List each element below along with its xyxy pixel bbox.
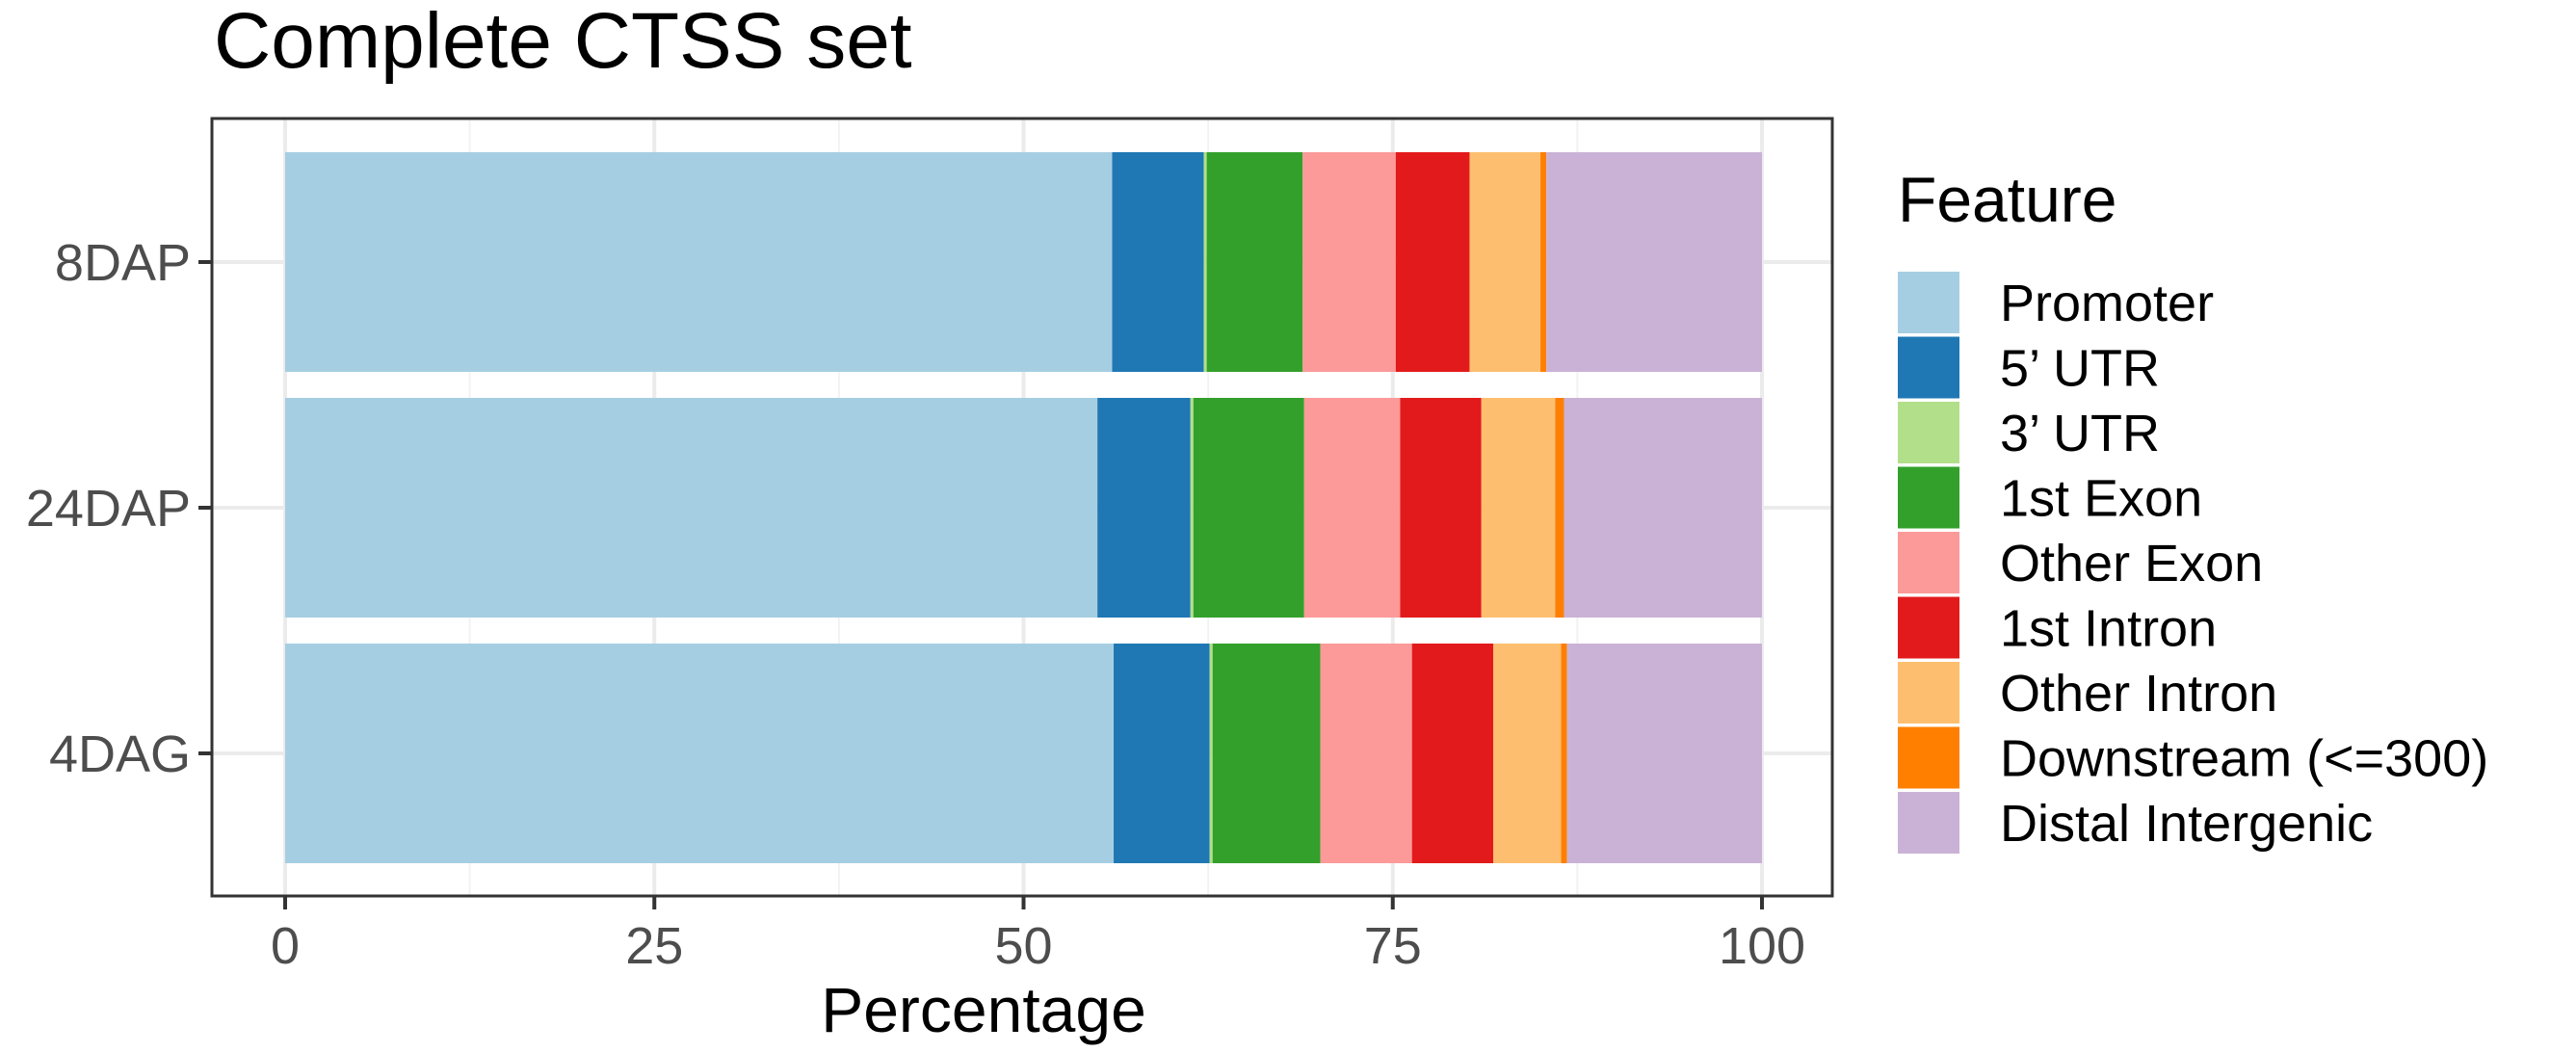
bar-segment	[1481, 398, 1556, 618]
x-axis: 0 25 50 75 100	[271, 896, 1805, 975]
chart-title: Complete CTSS set	[214, 0, 912, 85]
bar-segment	[1206, 152, 1303, 372]
plot-panel-border	[210, 117, 1834, 898]
bar-segment	[1097, 398, 1191, 618]
x-tick-label: 0	[271, 917, 300, 975]
bar-segment	[1411, 644, 1493, 863]
legend-label: 3’ UTR	[2000, 405, 2160, 462]
legend-key	[1898, 336, 1959, 399]
bar-segment	[1566, 644, 1762, 863]
x-tick-label: 50	[994, 917, 1052, 975]
legend-key	[1898, 272, 1959, 333]
legend-label: 1st Intron	[2000, 600, 2217, 658]
y-tick-label: 8DAP	[55, 234, 191, 292]
legend-items: Promoter 5’ UTR 3’ UTR 1st Exon Other Exon 1s…	[1898, 272, 2488, 854]
x-tick-label: 100	[1719, 917, 1805, 975]
bar-segment	[1492, 644, 1562, 863]
bar-segment	[1546, 152, 1762, 372]
legend-key	[1898, 792, 1959, 854]
bar-segment	[285, 644, 1115, 863]
legend-key	[1898, 402, 1959, 463]
legend-key	[1898, 466, 1959, 529]
legend-key	[1898, 662, 1959, 724]
bar-segment	[1395, 152, 1470, 372]
bar-segment	[1190, 398, 1194, 618]
legend-label: Promoter	[2000, 275, 2214, 332]
y-axis: 8DAP 24DAP 4DAG	[26, 234, 212, 783]
bar-segment	[1540, 152, 1547, 372]
bar-segment	[1561, 644, 1567, 863]
bar-segment	[1469, 152, 1541, 372]
bar-segment	[1303, 398, 1401, 618]
bar-segment	[1203, 152, 1207, 372]
legend-title: Feature	[1898, 164, 2116, 235]
x-axis-title: Percentage	[821, 974, 1146, 1045]
bar-segment	[1564, 398, 1762, 618]
bars	[285, 152, 1762, 863]
legend-label: 5’ UTR	[2000, 340, 2160, 398]
bar-segment	[1302, 152, 1396, 372]
legend-label: 1st Exon	[2000, 470, 2202, 528]
bar-segment	[1114, 644, 1210, 863]
legend-label: Other Exon	[2000, 535, 2263, 592]
legend-label: Distal Intergenic	[2000, 795, 2373, 853]
bar-segment	[285, 152, 1113, 372]
bar-segment	[1400, 398, 1482, 618]
bar-segment	[1112, 152, 1204, 372]
bar-segment	[1209, 644, 1213, 863]
legend-key	[1898, 596, 1959, 659]
legend-key	[1898, 532, 1959, 593]
legend-label: Other Intron	[2000, 665, 2277, 723]
y-tick-label: 4DAG	[49, 725, 191, 783]
y-tick-label: 24DAP	[26, 480, 191, 538]
bar-segment	[1193, 398, 1304, 618]
x-tick-label: 75	[1364, 917, 1422, 975]
x-tick-label: 25	[625, 917, 683, 975]
legend-label: Downstream (<=300)	[2000, 730, 2488, 788]
bar-segment	[1555, 398, 1564, 618]
legend-key	[1898, 726, 1959, 789]
bar-segment	[1320, 644, 1412, 863]
bar-segment	[1212, 644, 1321, 863]
legend: Feature Promoter 5’ UTR 3’ UTR 1st Exon Othe…	[1898, 164, 2488, 854]
bar-segment	[285, 398, 1098, 618]
